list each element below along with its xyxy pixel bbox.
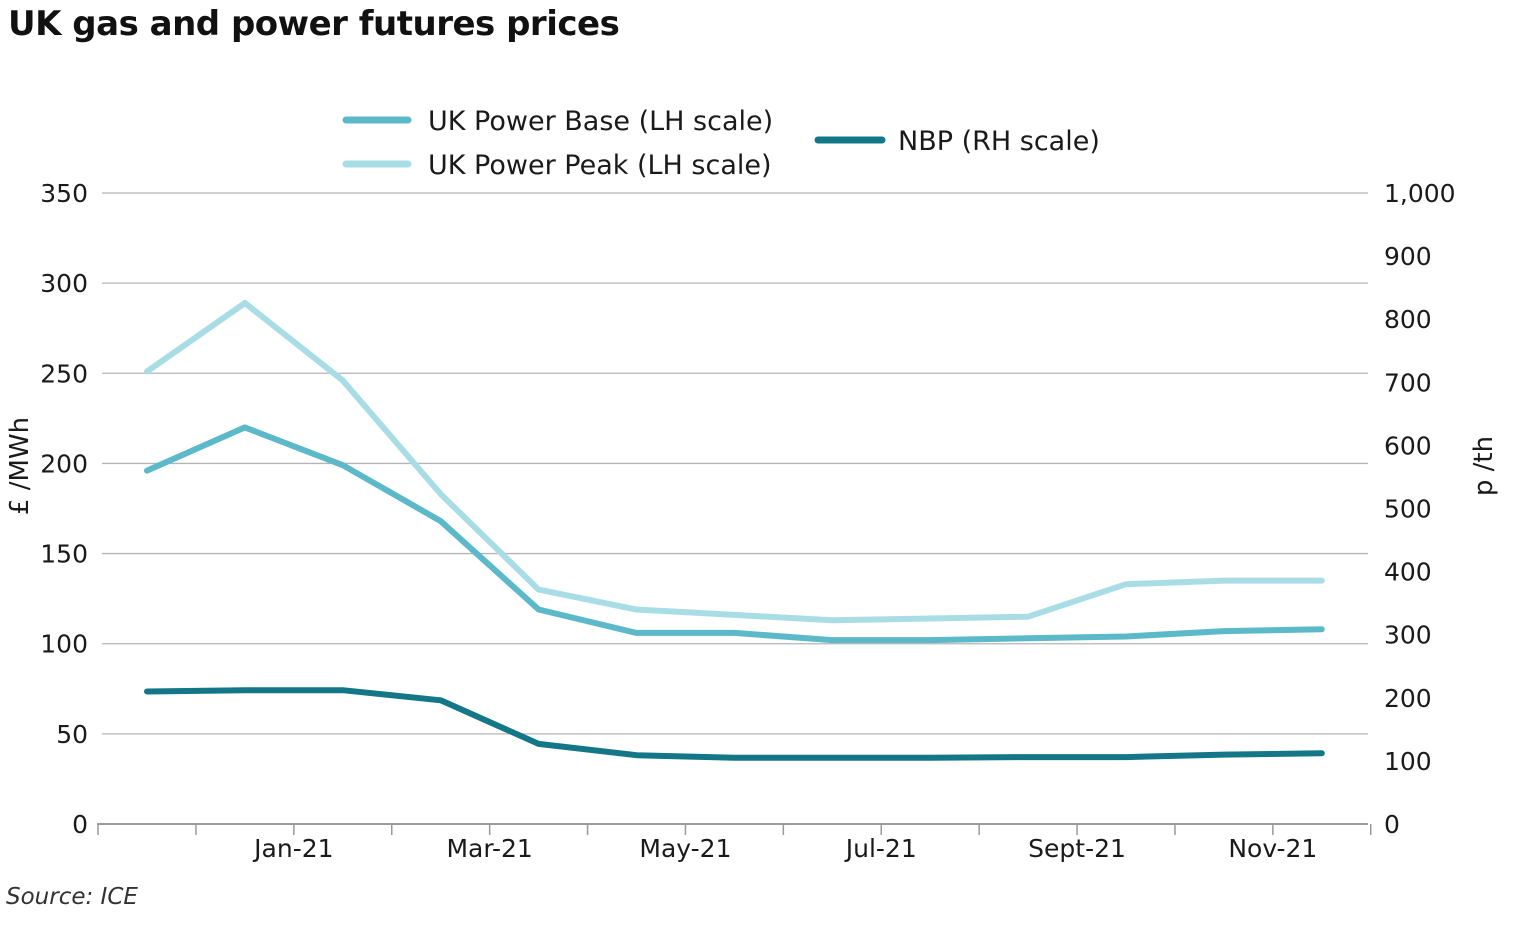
left-tick-label: 50	[56, 720, 88, 749]
series-line-1	[144, 300, 1325, 624]
left-tick-label: 150	[40, 540, 88, 569]
left-axis-title: £ /MWh	[5, 417, 35, 515]
right-tick-label: 500	[1384, 495, 1432, 524]
chart-title: UK gas and power futures prices	[8, 4, 620, 44]
left-tick-label: 200	[40, 449, 88, 478]
right-tick-label: 400	[1384, 558, 1432, 587]
left-axis-ticks: 0 50 100 150 200 250 300 350	[40, 179, 88, 839]
gridlines	[102, 192, 1368, 735]
x-tick-label: Sept-21	[1028, 834, 1126, 863]
legend: UK Power Base (LH scale) UK Power Peak (L…	[342, 106, 1100, 181]
right-tick-label: 200	[1384, 684, 1432, 713]
right-tick-label: 900	[1384, 242, 1432, 271]
legend-label-0: UK Power Base (LH scale)	[428, 106, 773, 137]
x-tick-label: May-21	[639, 834, 731, 863]
series-line-0	[144, 424, 1325, 644]
x-tick-label: Mar-21	[446, 834, 532, 863]
right-tick-label: 300	[1384, 621, 1432, 650]
left-tick-label: 250	[40, 359, 88, 388]
right-tick-label: 100	[1384, 747, 1432, 776]
left-tick-label: 100	[40, 630, 88, 659]
series-line-2	[144, 687, 1325, 761]
legend-label-2: NBP (RH scale)	[898, 126, 1100, 157]
source-note: Source: ICE	[6, 884, 138, 910]
series-lines	[144, 300, 1325, 761]
x-axis: Jan-21 Mar-21 May-21 Jul-21 Sept-21 Nov-21	[97, 823, 1372, 863]
left-tick-label: 350	[40, 179, 88, 208]
right-tick-label: 0	[1384, 810, 1400, 839]
right-tick-label: 800	[1384, 305, 1432, 334]
left-tick-label: 300	[40, 269, 88, 298]
x-tick-label: Jul-21	[844, 834, 917, 863]
x-tick-label: Nov-21	[1228, 834, 1317, 863]
legend-label-1: UK Power Peak (LH scale)	[428, 150, 772, 181]
left-tick-label: 0	[72, 810, 88, 839]
right-axis-title: p /th	[1469, 436, 1499, 496]
right-tick-label: 700	[1384, 368, 1432, 397]
right-tick-label: 1,000	[1384, 179, 1456, 208]
right-tick-label: 600	[1384, 431, 1432, 460]
right-axis-ticks: 0 100 200 300 400 500 600 700 800 900 1,000	[1384, 179, 1456, 839]
x-tick-label: Jan-21	[252, 834, 333, 863]
